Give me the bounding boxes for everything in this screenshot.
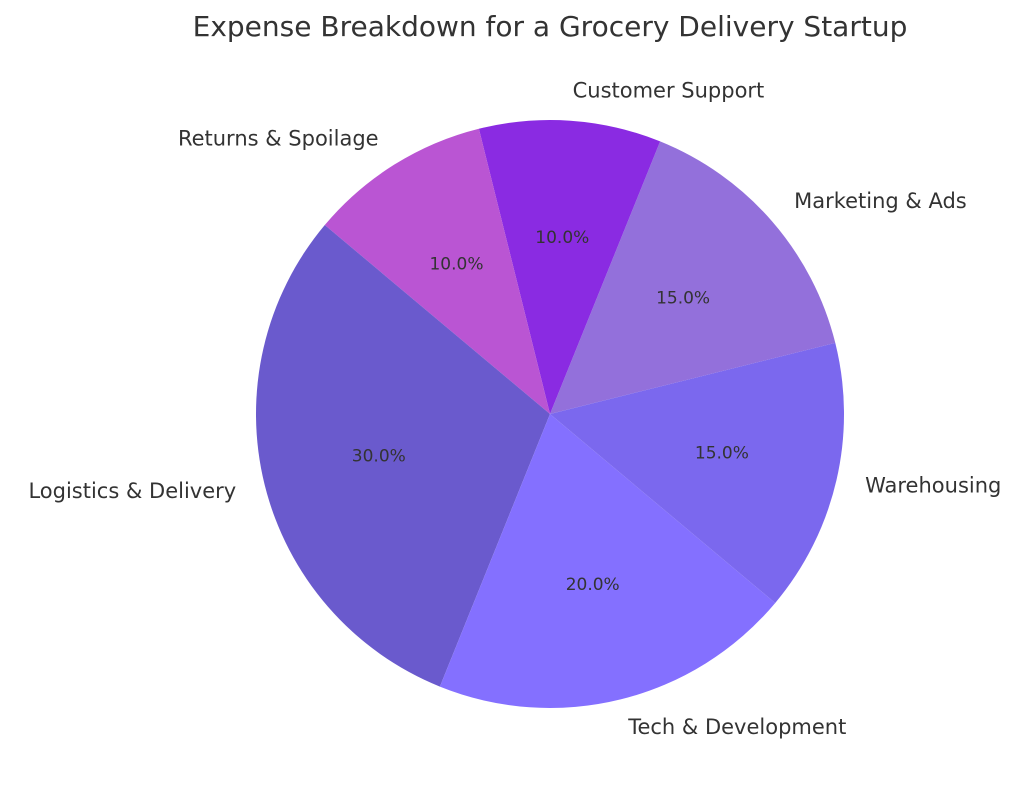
- pie-slice-returns-and-spoilage: [324, 128, 550, 415]
- percent-label-warehousing: 15.0%: [695, 444, 749, 464]
- pie-labels: Marketing & Ads 15.0% Customer Support 10.0…: [28, 78, 1001, 738]
- pie-slice-customer-support: [478, 119, 661, 415]
- percent-label-customer-support: 10.0%: [535, 228, 589, 248]
- percent-label-logistics-and-delivery: 30.0%: [352, 447, 406, 467]
- slice-label-logistics-and-delivery: Logistics & Delivery: [28, 479, 236, 503]
- slice-label-marketing-and-ads: Marketing & Ads: [794, 189, 967, 213]
- percent-label-tech-and-development: 20.0%: [566, 575, 620, 595]
- pie-slices: [255, 119, 845, 708]
- slice-label-returns-and-spoilage: Returns & Spoilage: [178, 127, 379, 151]
- slice-label-tech-and-development: Tech & Development: [627, 715, 846, 739]
- percent-label-returns-and-spoilage: 10.0%: [429, 254, 483, 274]
- chart-title: Expense Breakdown for a Grocery Delivery…: [193, 10, 908, 43]
- pie-slice-warehousing: [550, 342, 845, 603]
- pie-slice-marketing-and-ads: [550, 141, 836, 414]
- pie-slice-logistics-and-delivery: [255, 225, 550, 687]
- slice-label-customer-support: Customer Support: [573, 78, 765, 102]
- percent-label-marketing-and-ads: 15.0%: [656, 288, 710, 308]
- slice-label-warehousing: Warehousing: [865, 474, 1001, 498]
- pie-slice-tech-and-development: [439, 414, 776, 708]
